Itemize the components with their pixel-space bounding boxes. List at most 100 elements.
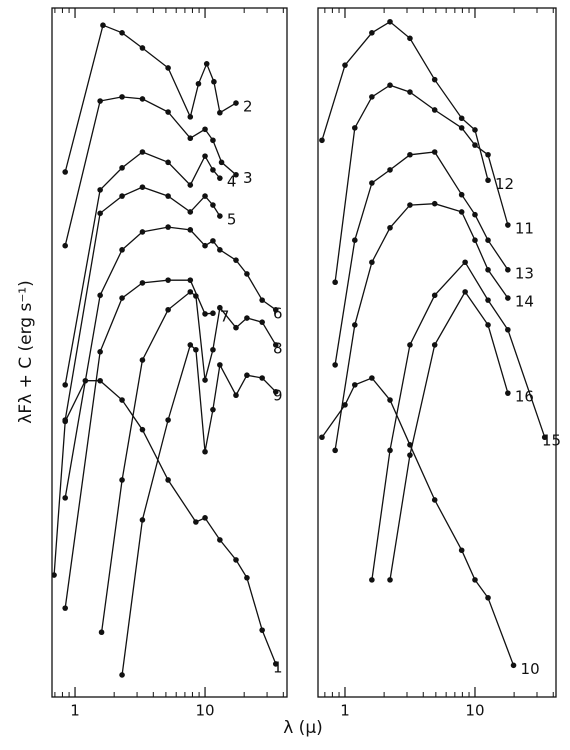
data-point bbox=[202, 311, 208, 317]
x-axis-label: λ (μ) bbox=[283, 718, 323, 738]
data-point bbox=[369, 259, 375, 266]
data-point bbox=[187, 289, 194, 295]
data-point bbox=[244, 575, 250, 581]
series-line bbox=[64, 226, 277, 499]
series-label: 12 bbox=[495, 175, 514, 193]
data-point bbox=[541, 434, 548, 441]
data-point bbox=[369, 30, 375, 36]
data-point bbox=[272, 388, 279, 395]
data-point bbox=[139, 184, 146, 190]
data-point bbox=[244, 271, 250, 277]
data-point bbox=[210, 202, 216, 208]
data-point bbox=[505, 267, 511, 273]
series-label: 8 bbox=[273, 339, 283, 357]
series-label: 1 bbox=[273, 658, 283, 676]
data-point bbox=[187, 182, 194, 188]
series-label: 4 bbox=[227, 173, 237, 191]
series-label: 2 bbox=[243, 98, 253, 116]
data-point bbox=[485, 594, 491, 601]
data-point bbox=[272, 342, 279, 348]
data-point bbox=[210, 167, 216, 173]
series-label: 5 bbox=[227, 211, 237, 229]
series-label: 14 bbox=[515, 293, 534, 311]
data-point bbox=[187, 114, 194, 120]
data-point bbox=[187, 342, 194, 348]
data-point bbox=[139, 96, 146, 102]
data-point bbox=[139, 45, 146, 51]
series-label: 16 bbox=[515, 388, 534, 406]
data-point bbox=[462, 289, 468, 295]
data-point bbox=[139, 517, 146, 523]
x-tick-label: 10 bbox=[195, 702, 214, 720]
data-point bbox=[505, 222, 511, 228]
data-point bbox=[82, 377, 89, 384]
data-point bbox=[505, 390, 511, 396]
data-point bbox=[62, 605, 68, 611]
data-point bbox=[431, 292, 438, 299]
data-point bbox=[210, 238, 216, 244]
data-point bbox=[485, 177, 491, 184]
data-point bbox=[193, 519, 199, 525]
data-point bbox=[407, 151, 413, 158]
frame bbox=[51, 7, 288, 698]
data-point bbox=[472, 577, 478, 583]
data-point bbox=[369, 577, 375, 583]
data-point bbox=[52, 572, 57, 578]
data-point bbox=[472, 211, 478, 218]
data-point bbox=[259, 319, 265, 325]
data-point bbox=[139, 149, 146, 155]
data-point bbox=[233, 257, 239, 263]
data-point bbox=[217, 213, 223, 219]
series-line bbox=[371, 261, 546, 580]
data-point bbox=[119, 165, 125, 171]
data-point bbox=[407, 442, 413, 448]
data-point bbox=[407, 452, 413, 458]
x-tick-label: 1 bbox=[70, 702, 80, 720]
data-point bbox=[187, 227, 194, 233]
data-point bbox=[510, 662, 517, 669]
data-point bbox=[387, 447, 393, 454]
data-point bbox=[98, 629, 105, 636]
series-label: 9 bbox=[273, 386, 283, 404]
series-line bbox=[334, 151, 509, 366]
series-label: 6 bbox=[273, 304, 283, 322]
data-point bbox=[187, 277, 194, 283]
data-point bbox=[369, 375, 375, 381]
series-line bbox=[321, 21, 489, 181]
series-line bbox=[53, 380, 277, 665]
data-point bbox=[165, 277, 171, 283]
series-line bbox=[334, 203, 509, 451]
data-point bbox=[233, 557, 239, 563]
data-point bbox=[352, 322, 358, 328]
data-point bbox=[210, 406, 216, 413]
data-point bbox=[218, 159, 225, 166]
data-point bbox=[233, 100, 239, 106]
data-point bbox=[431, 200, 438, 207]
series-line bbox=[334, 84, 509, 283]
data-point bbox=[485, 151, 491, 158]
data-point bbox=[139, 229, 146, 235]
data-point bbox=[272, 661, 279, 667]
data-point bbox=[210, 137, 216, 144]
data-point bbox=[505, 295, 511, 301]
data-point bbox=[211, 78, 217, 85]
data-point bbox=[217, 537, 223, 543]
data-point bbox=[352, 382, 358, 388]
data-point bbox=[119, 672, 125, 678]
data-point bbox=[332, 279, 338, 286]
series-line bbox=[64, 24, 237, 173]
data-point bbox=[387, 18, 393, 25]
data-point bbox=[244, 372, 250, 379]
x-tick-label: 1 bbox=[340, 702, 350, 720]
data-point bbox=[259, 375, 265, 381]
data-point bbox=[485, 237, 491, 243]
data-point bbox=[431, 342, 438, 348]
data-point bbox=[352, 125, 358, 131]
data-point bbox=[217, 175, 223, 181]
data-point bbox=[165, 224, 171, 230]
data-point bbox=[210, 310, 216, 317]
data-point bbox=[458, 547, 465, 554]
data-point bbox=[485, 297, 491, 303]
data-point bbox=[407, 342, 413, 348]
